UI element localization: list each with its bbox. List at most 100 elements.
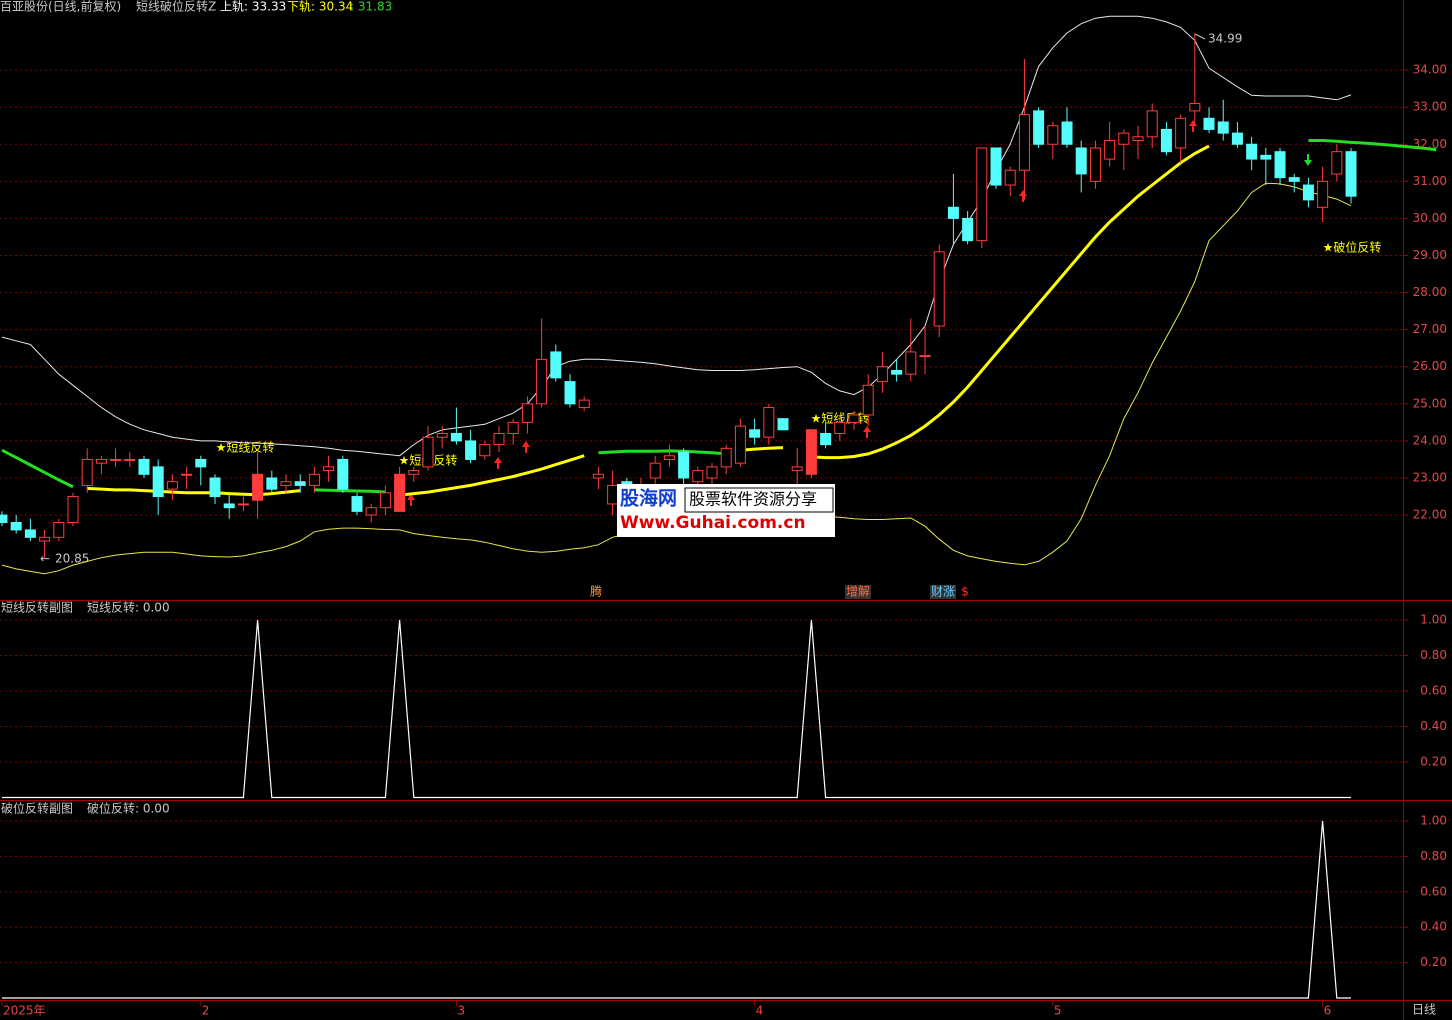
candle-body — [663, 455, 675, 460]
y-tick-label: 1.00 — [1420, 612, 1447, 626]
candle-body — [706, 466, 718, 479]
candle-body — [805, 429, 817, 475]
y-tick-label: 31.00 — [1413, 174, 1447, 188]
lower-value: 下轨: 30.34 — [287, 0, 353, 14]
candle-body — [110, 458, 122, 461]
y-tick-label: 0.80 — [1420, 648, 1447, 662]
candle-body — [578, 399, 590, 409]
candle-body — [947, 206, 959, 219]
mid-value: : 31.83 — [350, 0, 392, 14]
y-tick-label: 0.20 — [1420, 955, 1447, 969]
y-tick-label: 0.40 — [1420, 719, 1447, 733]
candle-body — [749, 429, 761, 438]
high-pointer — [1194, 33, 1206, 40]
candle-body — [777, 418, 789, 431]
watermark-url: Www.Guhai.com.cn — [620, 513, 806, 533]
candle-body — [237, 503, 249, 506]
candle-body — [734, 425, 746, 464]
signal-line — [2, 820, 1351, 999]
y-tick-label: 0.60 — [1420, 683, 1447, 697]
candle-body — [436, 432, 448, 438]
band-line — [1, 15, 1352, 457]
candle-body — [1118, 132, 1130, 145]
y-tick-label: 28.00 — [1413, 285, 1447, 299]
candle-body — [834, 421, 846, 434]
candle-body — [564, 381, 576, 405]
candle-body — [1132, 136, 1144, 142]
candle-body — [1260, 154, 1272, 160]
candle-body — [1004, 169, 1016, 186]
candle-body — [507, 421, 519, 434]
period: 日线 — [1412, 1003, 1436, 1017]
candle-body — [1331, 151, 1343, 175]
candle-body — [422, 436, 434, 468]
candle-body — [280, 481, 292, 486]
candle-body — [862, 384, 874, 416]
candle-body — [351, 496, 363, 512]
candle-body — [848, 414, 860, 423]
candle-body — [81, 458, 93, 486]
candle-body — [521, 403, 533, 423]
candle-body — [166, 481, 178, 490]
low-label: 20.85 — [55, 552, 89, 566]
candle-body — [1018, 114, 1030, 171]
candle-body — [1033, 110, 1045, 145]
tag: 财涨 — [931, 584, 955, 599]
candle-body — [720, 447, 732, 468]
sub-title: 短线反转副图 — [1, 600, 73, 615]
candle-body — [1075, 147, 1087, 175]
candle-body — [294, 481, 306, 486]
candle-body — [95, 458, 107, 464]
y-tick-label: 1.00 — [1420, 813, 1447, 827]
candle-body — [592, 473, 604, 479]
x-tick-label: 6 — [1324, 1004, 1332, 1018]
sub-subtitle: 破位反转: 0.00 — [87, 801, 170, 816]
candle-body — [10, 521, 22, 531]
candle-body — [933, 251, 945, 327]
x-tick-label: 4 — [756, 1004, 764, 1018]
tag: 腾 — [590, 584, 602, 599]
y-tick-label: 0.20 — [1420, 754, 1447, 768]
stock-name: 百亚股份(日线,前复权) — [0, 0, 121, 14]
y-tick-label: 26.00 — [1413, 359, 1447, 373]
candle-body — [0, 514, 8, 523]
y-tick-label: 0.60 — [1420, 884, 1447, 898]
candle-body — [905, 351, 917, 375]
candle-body — [820, 432, 832, 446]
tag: $ — [961, 585, 969, 599]
candle-body — [1047, 125, 1059, 145]
candle-body — [1175, 117, 1187, 149]
candle-body — [1217, 121, 1229, 134]
candle-body — [408, 470, 420, 475]
candle-body — [919, 355, 931, 358]
y-tick-label: 22.00 — [1413, 508, 1447, 522]
band-line — [87, 144, 1210, 497]
candle-body — [124, 458, 136, 461]
candle-body — [138, 458, 150, 475]
candle-body — [678, 451, 690, 479]
y-tick-label: 33.00 — [1413, 100, 1447, 114]
candle-body — [1345, 151, 1357, 197]
high-label: 34.99 — [1208, 32, 1242, 46]
candle-body — [1317, 180, 1329, 208]
candle-body — [891, 369, 903, 375]
candle-body — [976, 147, 988, 242]
candle-body — [1231, 132, 1243, 145]
signal-line — [2, 619, 1351, 799]
candle-body — [1189, 102, 1201, 112]
tag: 增解 — [846, 585, 870, 599]
candle-body — [181, 473, 193, 476]
candle-body — [1061, 121, 1073, 145]
watermark-slogan: 股票软件资源分享 — [689, 490, 817, 509]
y-tick-label: 24.00 — [1413, 433, 1447, 447]
candle-body — [1089, 147, 1101, 182]
candle-body — [607, 484, 619, 505]
candle-body — [1288, 177, 1300, 182]
x-tick-label: 5 — [1054, 1004, 1062, 1018]
candle-body — [763, 407, 775, 438]
x-tick-label: 3 — [457, 1004, 465, 1018]
candle-body — [252, 473, 264, 501]
candle-body — [990, 147, 1002, 186]
